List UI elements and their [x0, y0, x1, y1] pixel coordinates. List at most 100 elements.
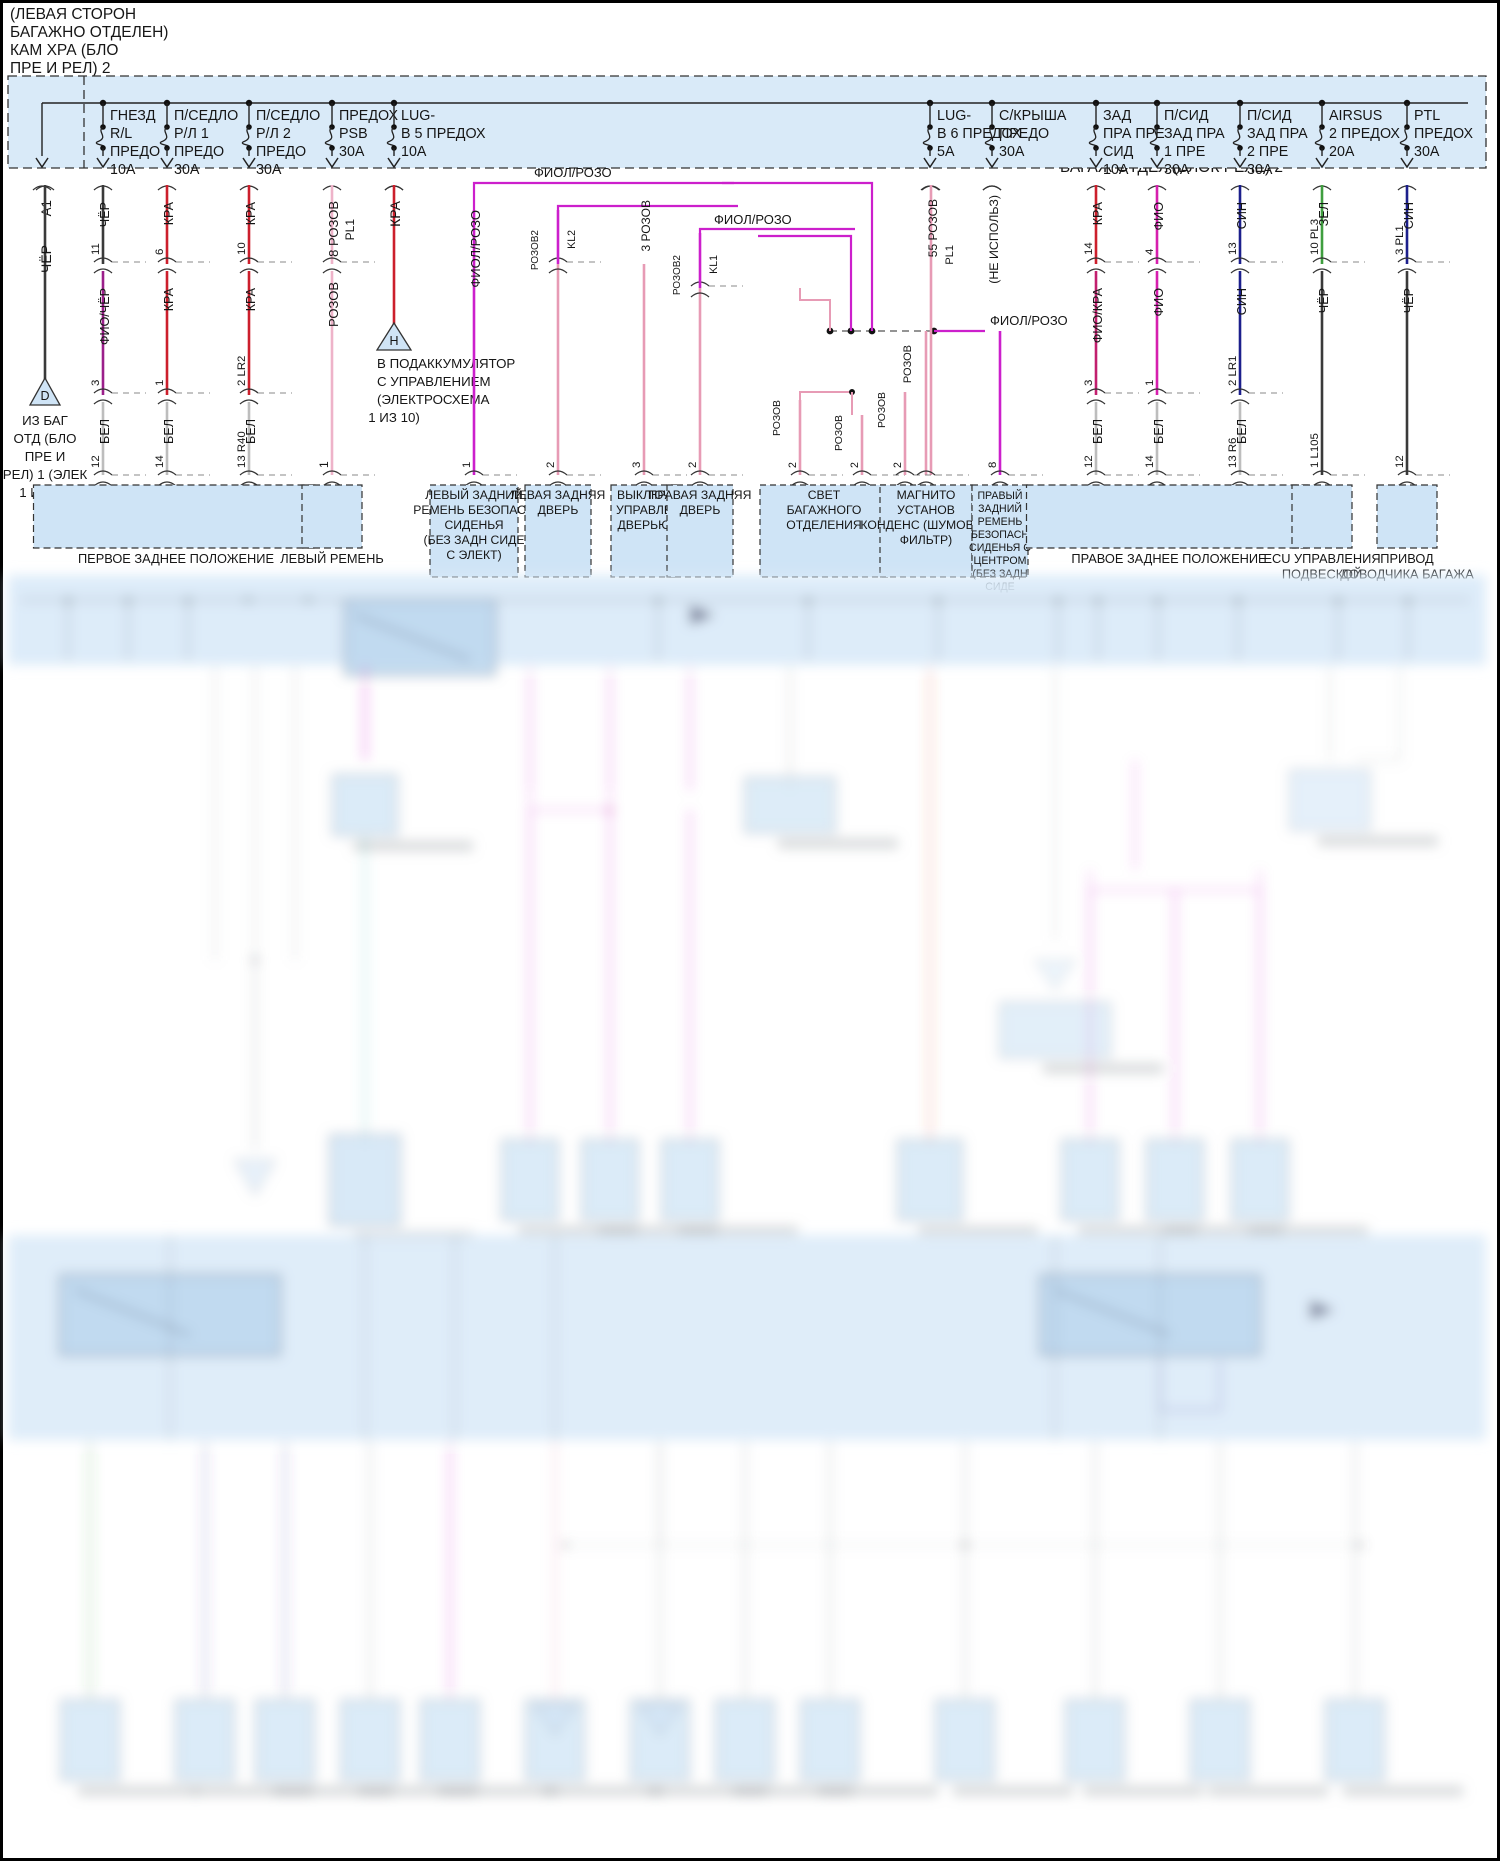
svg-text:РЕМЕНЬ БЕЗОПАСН: РЕМЕНЬ БЕЗОПАСН: [413, 503, 535, 517]
svg-text:ДВЕРЬ: ДВЕРЬ: [538, 503, 579, 517]
svg-text:1: 1: [154, 380, 166, 386]
svg-text:ГНЕЗД: ГНЕЗД: [110, 108, 156, 124]
svg-text:С ЭЛЕКТ): С ЭЛЕКТ): [446, 548, 501, 562]
svg-text:ФИО: ФИО: [1152, 202, 1166, 231]
svg-text:ЧЁР: ЧЁР: [1317, 288, 1331, 313]
svg-text:БАГАЖНОГО: БАГАЖНОГО: [787, 503, 862, 517]
svg-text:13 R40: 13 R40: [236, 431, 248, 468]
svg-text:РОЗОВ: РОЗОВ: [902, 345, 914, 383]
svg-text:1 ПРЕ: 1 ПРЕ: [1164, 144, 1205, 160]
svg-text:БЕЛ: БЕЛ: [1152, 419, 1166, 444]
svg-text:Р/Л 2: Р/Л 2: [256, 126, 291, 142]
svg-text:БЕЛ: БЕЛ: [162, 419, 176, 444]
svg-text:LUG-: LUG-: [401, 108, 435, 124]
svg-text:П/СЕДЛО: П/СЕДЛО: [174, 108, 238, 124]
svg-text:30A: 30A: [256, 162, 282, 178]
svg-text:H: H: [389, 334, 398, 348]
svg-text:PSB: PSB: [339, 126, 368, 142]
svg-text:2 LR1: 2 LR1: [1227, 356, 1239, 386]
svg-text:5A: 5A: [937, 144, 955, 160]
svg-text:10A: 10A: [110, 162, 136, 178]
svg-text:2 ПРЕДОХ: 2 ПРЕДОХ: [1329, 126, 1400, 142]
svg-text:ФИО: ФИО: [1152, 288, 1166, 317]
svg-text:СИН: СИН: [1235, 288, 1249, 315]
svg-text:10A: 10A: [1103, 162, 1129, 178]
svg-text:ФИО/КРА: ФИО/КРА: [1091, 287, 1105, 343]
svg-text:ЛЕВЫЙ ЗАДНИЙ: ЛЕВЫЙ ЗАДНИЙ: [425, 487, 523, 502]
svg-text:2 LR2: 2 LR2: [236, 356, 248, 386]
svg-text:PL1: PL1: [944, 245, 956, 265]
svg-text:ЧЁР: ЧЁР: [98, 202, 112, 227]
svg-text:D: D: [40, 389, 49, 403]
svg-text:LUG-: LUG-: [937, 108, 971, 124]
svg-text:3 РОЗОВ: 3 РОЗОВ: [639, 200, 653, 252]
svg-text:1: 1: [461, 462, 473, 468]
svg-text:ПРЕДО: ПРЕДО: [174, 144, 224, 160]
svg-text:30A: 30A: [1414, 144, 1440, 160]
svg-text:РОЗОВ: РОЗОВ: [834, 415, 845, 451]
svg-text:ФИОЛ/РОЗО: ФИОЛ/РОЗО: [468, 210, 483, 288]
svg-text:КРА: КРА: [162, 287, 176, 311]
svg-text:2 ПРЕ: 2 ПРЕ: [1247, 144, 1288, 160]
svg-text:ЗАД ПРА: ЗАД ПРА: [1164, 126, 1225, 142]
svg-text:СИДЕНЬЯ: СИДЕНЬЯ: [445, 518, 504, 532]
svg-text:12: 12: [1083, 455, 1095, 468]
svg-text:ДВЕРЬ: ДВЕРЬ: [680, 503, 721, 517]
svg-text:ФИОЛ/РОЗО: ФИОЛ/РОЗО: [534, 165, 612, 180]
svg-text:30A: 30A: [1247, 162, 1273, 178]
svg-text:1: 1: [1144, 380, 1156, 386]
svg-text:14: 14: [1083, 242, 1095, 255]
svg-text:ПРАВАЯ ЗАДНЯЯ: ПРАВАЯ ЗАДНЯЯ: [649, 488, 752, 502]
svg-text:ПРЕ И: ПРЕ И: [25, 449, 66, 464]
svg-text:ЛЕВЫЙ РЕМЕНЬ: ЛЕВЫЙ РЕМЕНЬ: [280, 551, 383, 566]
svg-text:2: 2: [892, 462, 904, 468]
svg-text:8: 8: [987, 462, 999, 468]
svg-text:УСТАНОВ: УСТАНОВ: [897, 503, 955, 517]
svg-text:РОЗОВ: РОЗОВ: [326, 282, 341, 327]
svg-text:13: 13: [1227, 242, 1239, 255]
svg-text:РЕМЕНЬ: РЕМЕНЬ: [978, 516, 1023, 528]
svg-text:14: 14: [1144, 455, 1156, 468]
svg-text:ПРЕДО: ПРЕДО: [999, 126, 1049, 142]
svg-text:1: 1: [317, 461, 331, 468]
svg-text:МАГНИТО: МАГНИТО: [897, 488, 956, 502]
svg-text:КРА: КРА: [387, 200, 403, 227]
svg-text:РЕЛ) 1 (ЭЛЕК: РЕЛ) 1 (ЭЛЕК: [3, 467, 88, 482]
svg-text:ПРАВЫЙ: ПРАВЫЙ: [977, 489, 1022, 502]
svg-text:БЕЛ: БЕЛ: [98, 419, 112, 444]
svg-text:ФИОЛ/РОЗО: ФИОЛ/РОЗО: [990, 313, 1068, 328]
svg-text:20A: 20A: [1329, 144, 1355, 160]
svg-text:ФИЛЬТР): ФИЛЬТР): [900, 533, 952, 547]
svg-text:ЦЕНТРОМ: ЦЕНТРОМ: [974, 555, 1027, 567]
svg-text:В 5 ПРЕДОХ: В 5 ПРЕДОХ: [401, 126, 486, 142]
svg-text:КАМ ХРА (БЛО: КАМ ХРА (БЛО: [10, 42, 118, 59]
svg-text:3: 3: [631, 462, 643, 468]
svg-text:ФИО/ЧЁР: ФИО/ЧЁР: [98, 288, 112, 345]
svg-text:КРА: КРА: [162, 201, 176, 225]
svg-text:2: 2: [545, 462, 557, 468]
svg-text:П/СЕДЛО: П/СЕДЛО: [256, 108, 320, 124]
svg-text:3: 3: [90, 380, 102, 386]
svg-text:3: 3: [1083, 380, 1095, 386]
svg-text:КРА: КРА: [1091, 201, 1105, 225]
svg-text:2: 2: [849, 462, 861, 468]
svg-text:ПРЕДОХ: ПРЕДОХ: [339, 108, 399, 124]
svg-text:PTL: PTL: [1414, 108, 1440, 124]
svg-text:ПРЕДО: ПРЕДО: [110, 144, 160, 160]
svg-text:ЧЁР: ЧЁР: [38, 245, 54, 273]
svg-text:ПРЕДО: ПРЕДО: [256, 144, 306, 160]
svg-text:ДВЕРЬЮ: ДВЕРЬЮ: [618, 518, 671, 532]
svg-text:БАГАЖНО ОТДЕЛЕН): БАГАЖНО ОТДЕЛЕН): [10, 24, 168, 41]
svg-text:ИЗ БАГ: ИЗ БАГ: [22, 413, 68, 428]
svg-text:БЕЗОПАСН: БЕЗОПАСН: [971, 529, 1029, 541]
svg-text:СИН: СИН: [1402, 202, 1416, 229]
svg-text:РОЗОВ2: РОЗОВ2: [530, 230, 541, 271]
svg-text:30A: 30A: [999, 144, 1025, 160]
svg-text:R/L: R/L: [110, 126, 132, 142]
svg-text:ПЕРВОЕ ЗАДНЕЕ ПОЛОЖЕНИЕ: ПЕРВОЕ ЗАДНЕЕ ПОЛОЖЕНИЕ: [78, 551, 274, 566]
svg-text:П/СИД: П/СИД: [1247, 108, 1292, 124]
svg-text:ПРИВОД: ПРИВОД: [1380, 551, 1434, 566]
svg-text:РОЗОВ: РОЗОВ: [772, 400, 783, 436]
svg-text:РОЗОВ2: РОЗОВ2: [672, 255, 683, 296]
svg-text:10A: 10A: [401, 144, 427, 160]
